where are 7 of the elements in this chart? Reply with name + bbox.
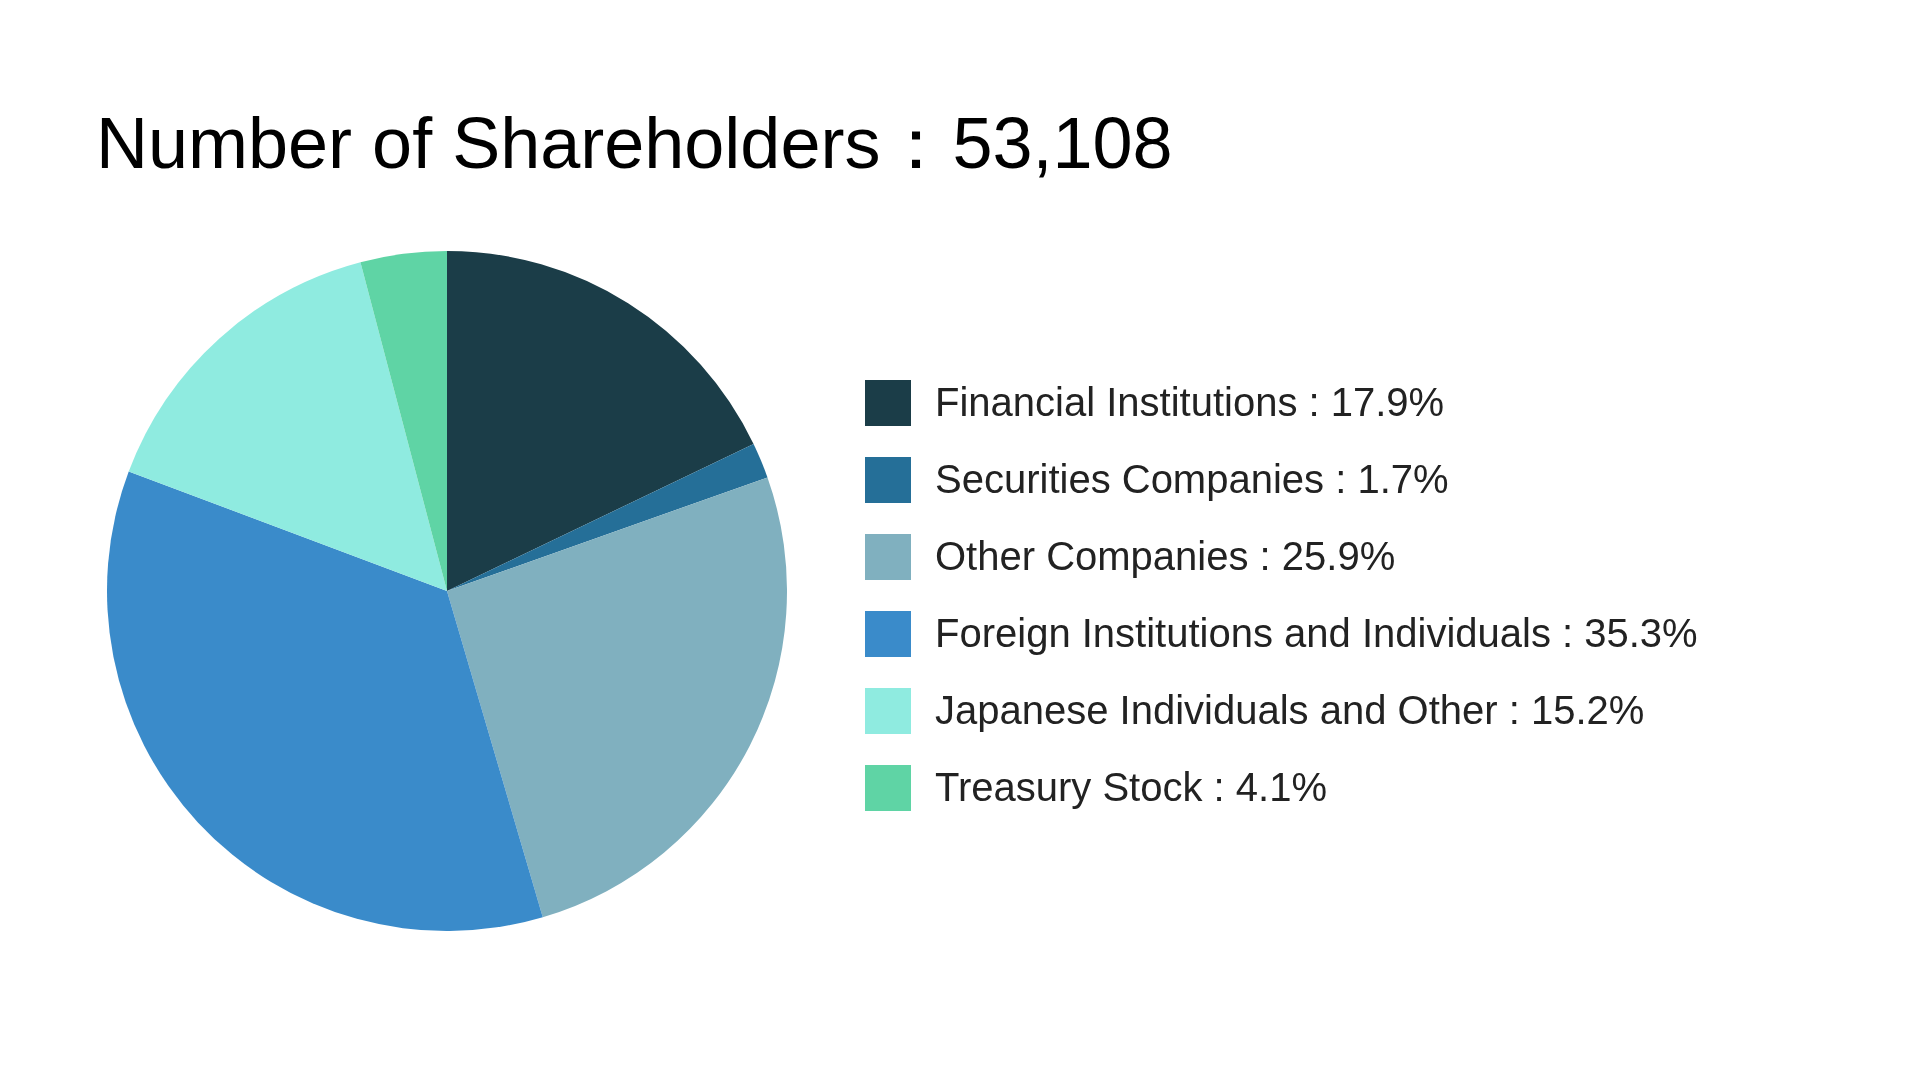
legend-label: Securities Companies : 1.7% [935, 457, 1449, 502]
chart-title: Number of Shareholders：53,108 [96, 102, 1173, 185]
legend-label: Japanese Individuals and Other : 15.2% [935, 688, 1645, 733]
legend-label: Treasury Stock : 4.1% [935, 765, 1327, 810]
legend-label: Other Companies : 25.9% [935, 534, 1396, 579]
legend-label: Financial Institutions : 17.9% [935, 380, 1445, 425]
legend-label: Foreign Institutions and Individuals : 35.3% [935, 611, 1698, 656]
